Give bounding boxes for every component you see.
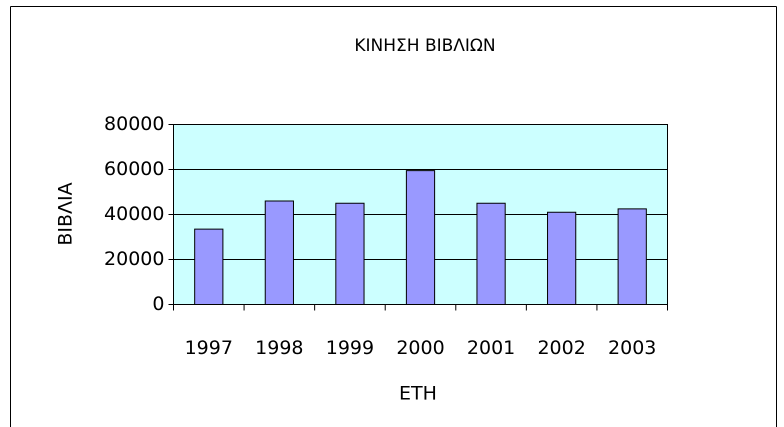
y-tick-label: 80000 [104, 113, 164, 135]
x-axis-label: ΕΤΗ [399, 383, 437, 405]
y-tick-label: 40000 [104, 203, 164, 225]
bar [335, 202, 365, 305]
x-tick-label: 2002 [537, 337, 585, 359]
y-axis-label: ΒΙΒΛΙΑ [55, 182, 77, 245]
bar [617, 208, 647, 305]
bar [405, 170, 436, 305]
y-tick-label: 0 [152, 293, 164, 315]
bar [264, 200, 294, 305]
x-tick-label: 1997 [185, 337, 233, 359]
bar [476, 202, 506, 305]
y-tick-label: 60000 [104, 158, 164, 180]
x-tick-label: 1999 [326, 337, 374, 359]
chart-title: ΚΙΝΗΣΗ ΒΙΒΛΙΩΝ [354, 36, 495, 56]
x-tick-label: 2000 [396, 337, 444, 359]
bar [194, 228, 224, 305]
x-tick-label: 1998 [255, 337, 303, 359]
bar [547, 211, 577, 305]
y-tick-label: 20000 [104, 248, 164, 270]
x-tick-label: 2003 [608, 337, 656, 359]
x-tick-label: 2001 [467, 337, 515, 359]
